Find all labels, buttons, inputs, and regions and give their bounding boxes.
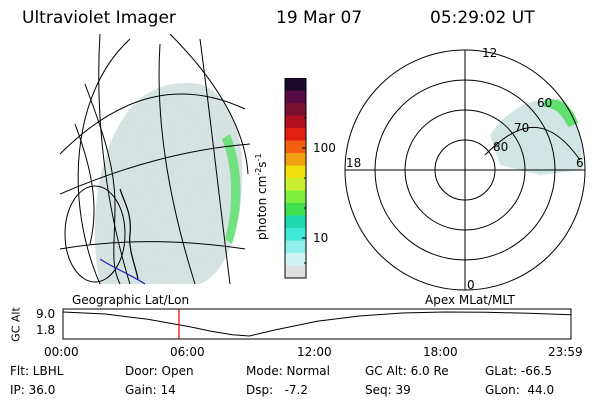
- geographic-panel-label: Geographic Lat/Lon: [72, 293, 190, 307]
- chart-xtick-0: 00:00: [44, 345, 79, 359]
- door-info: Door: Open: [125, 364, 194, 378]
- mlt-label-12: 12: [482, 46, 498, 60]
- glat-info: GLat: -66.5: [485, 364, 552, 378]
- colorbar-ticks: [302, 117, 306, 264]
- colorbar-segment: [285, 215, 306, 229]
- gc-alt-info: GC Alt: 6.0 Re: [365, 364, 449, 378]
- mlat-label-80: 80: [493, 140, 509, 154]
- dsp-info: Dsp: -7.2: [246, 383, 309, 397]
- chart-xtick-1: 06:00: [170, 345, 205, 359]
- chart-frame: [62, 308, 572, 340]
- colorbar-segment: [285, 253, 306, 266]
- altitude-series-line: [62, 311, 572, 337]
- colorbar-segment: [285, 103, 306, 116]
- colorbar-segment: [285, 228, 306, 241]
- polar-mlat-mlt-plot: [344, 49, 586, 291]
- apex-panel-label: Apex MLat/MLT: [425, 293, 515, 307]
- mlt-label-18: 18: [346, 156, 362, 170]
- aurora-emission-polar: [490, 98, 583, 175]
- coastline: [119, 188, 139, 280]
- colorbar-tick-10: 10: [313, 231, 329, 245]
- colorbar-segment: [285, 240, 306, 254]
- seq-info: Seq: 39: [365, 383, 411, 397]
- colorbar-segment: [285, 153, 306, 166]
- chart-ytick-max: 9.0: [36, 307, 56, 321]
- polar-boundary-line: [484, 127, 581, 161]
- chart-xtick-3: 18:00: [423, 345, 458, 359]
- colorbar-segment: [285, 165, 306, 179]
- mlat-label-70: 70: [514, 121, 530, 135]
- flt-info: Flt: LBHL: [10, 364, 64, 378]
- chart-ylabel: GC Alt: [9, 307, 23, 342]
- glon-info: GLon: 44.0: [485, 383, 555, 397]
- altitude-chart: [62, 308, 572, 340]
- chart-xtick-4: 23:59: [548, 345, 583, 359]
- date-label: 19 Mar 07: [276, 8, 363, 28]
- mlt-label-0: 0: [467, 278, 475, 292]
- mode-info: Mode: Normal: [246, 364, 330, 378]
- colorbar-segment: [285, 265, 306, 279]
- colorbar-segment: [285, 140, 306, 154]
- colorbar-segment: [285, 190, 306, 204]
- mlat-label-60: 60: [537, 96, 553, 110]
- colorbar-segment: [285, 115, 306, 129]
- colorbar-segment: [285, 78, 306, 91]
- colorbar-gradient: [285, 78, 306, 279]
- gain-info: Gain: 14: [125, 383, 176, 397]
- time-label: 05:29:02 UT: [430, 8, 535, 28]
- polar-grid: [344, 49, 586, 291]
- colorbar-segment: [285, 128, 306, 141]
- colorbar-segment: [285, 203, 306, 216]
- chart-ytick-min: 1.8: [36, 323, 56, 337]
- ip-info: IP: 36.0: [10, 383, 56, 397]
- colorbar-units-label: photon cm-2s-1: [254, 153, 269, 240]
- colorbar-segment: [285, 178, 306, 191]
- instrument-title: Ultraviolet Imager: [22, 8, 176, 28]
- terminator-line: [99, 258, 146, 285]
- colorbar-tick-100: 100: [313, 141, 336, 155]
- mlt-label-6: 6: [576, 156, 584, 170]
- colorbar: [284, 78, 307, 279]
- geographic-image-panel: [60, 34, 250, 285]
- chart-xtick-2: 12:00: [297, 345, 332, 359]
- geographic-grid: [60, 34, 250, 285]
- colorbar-segment: [285, 90, 306, 104]
